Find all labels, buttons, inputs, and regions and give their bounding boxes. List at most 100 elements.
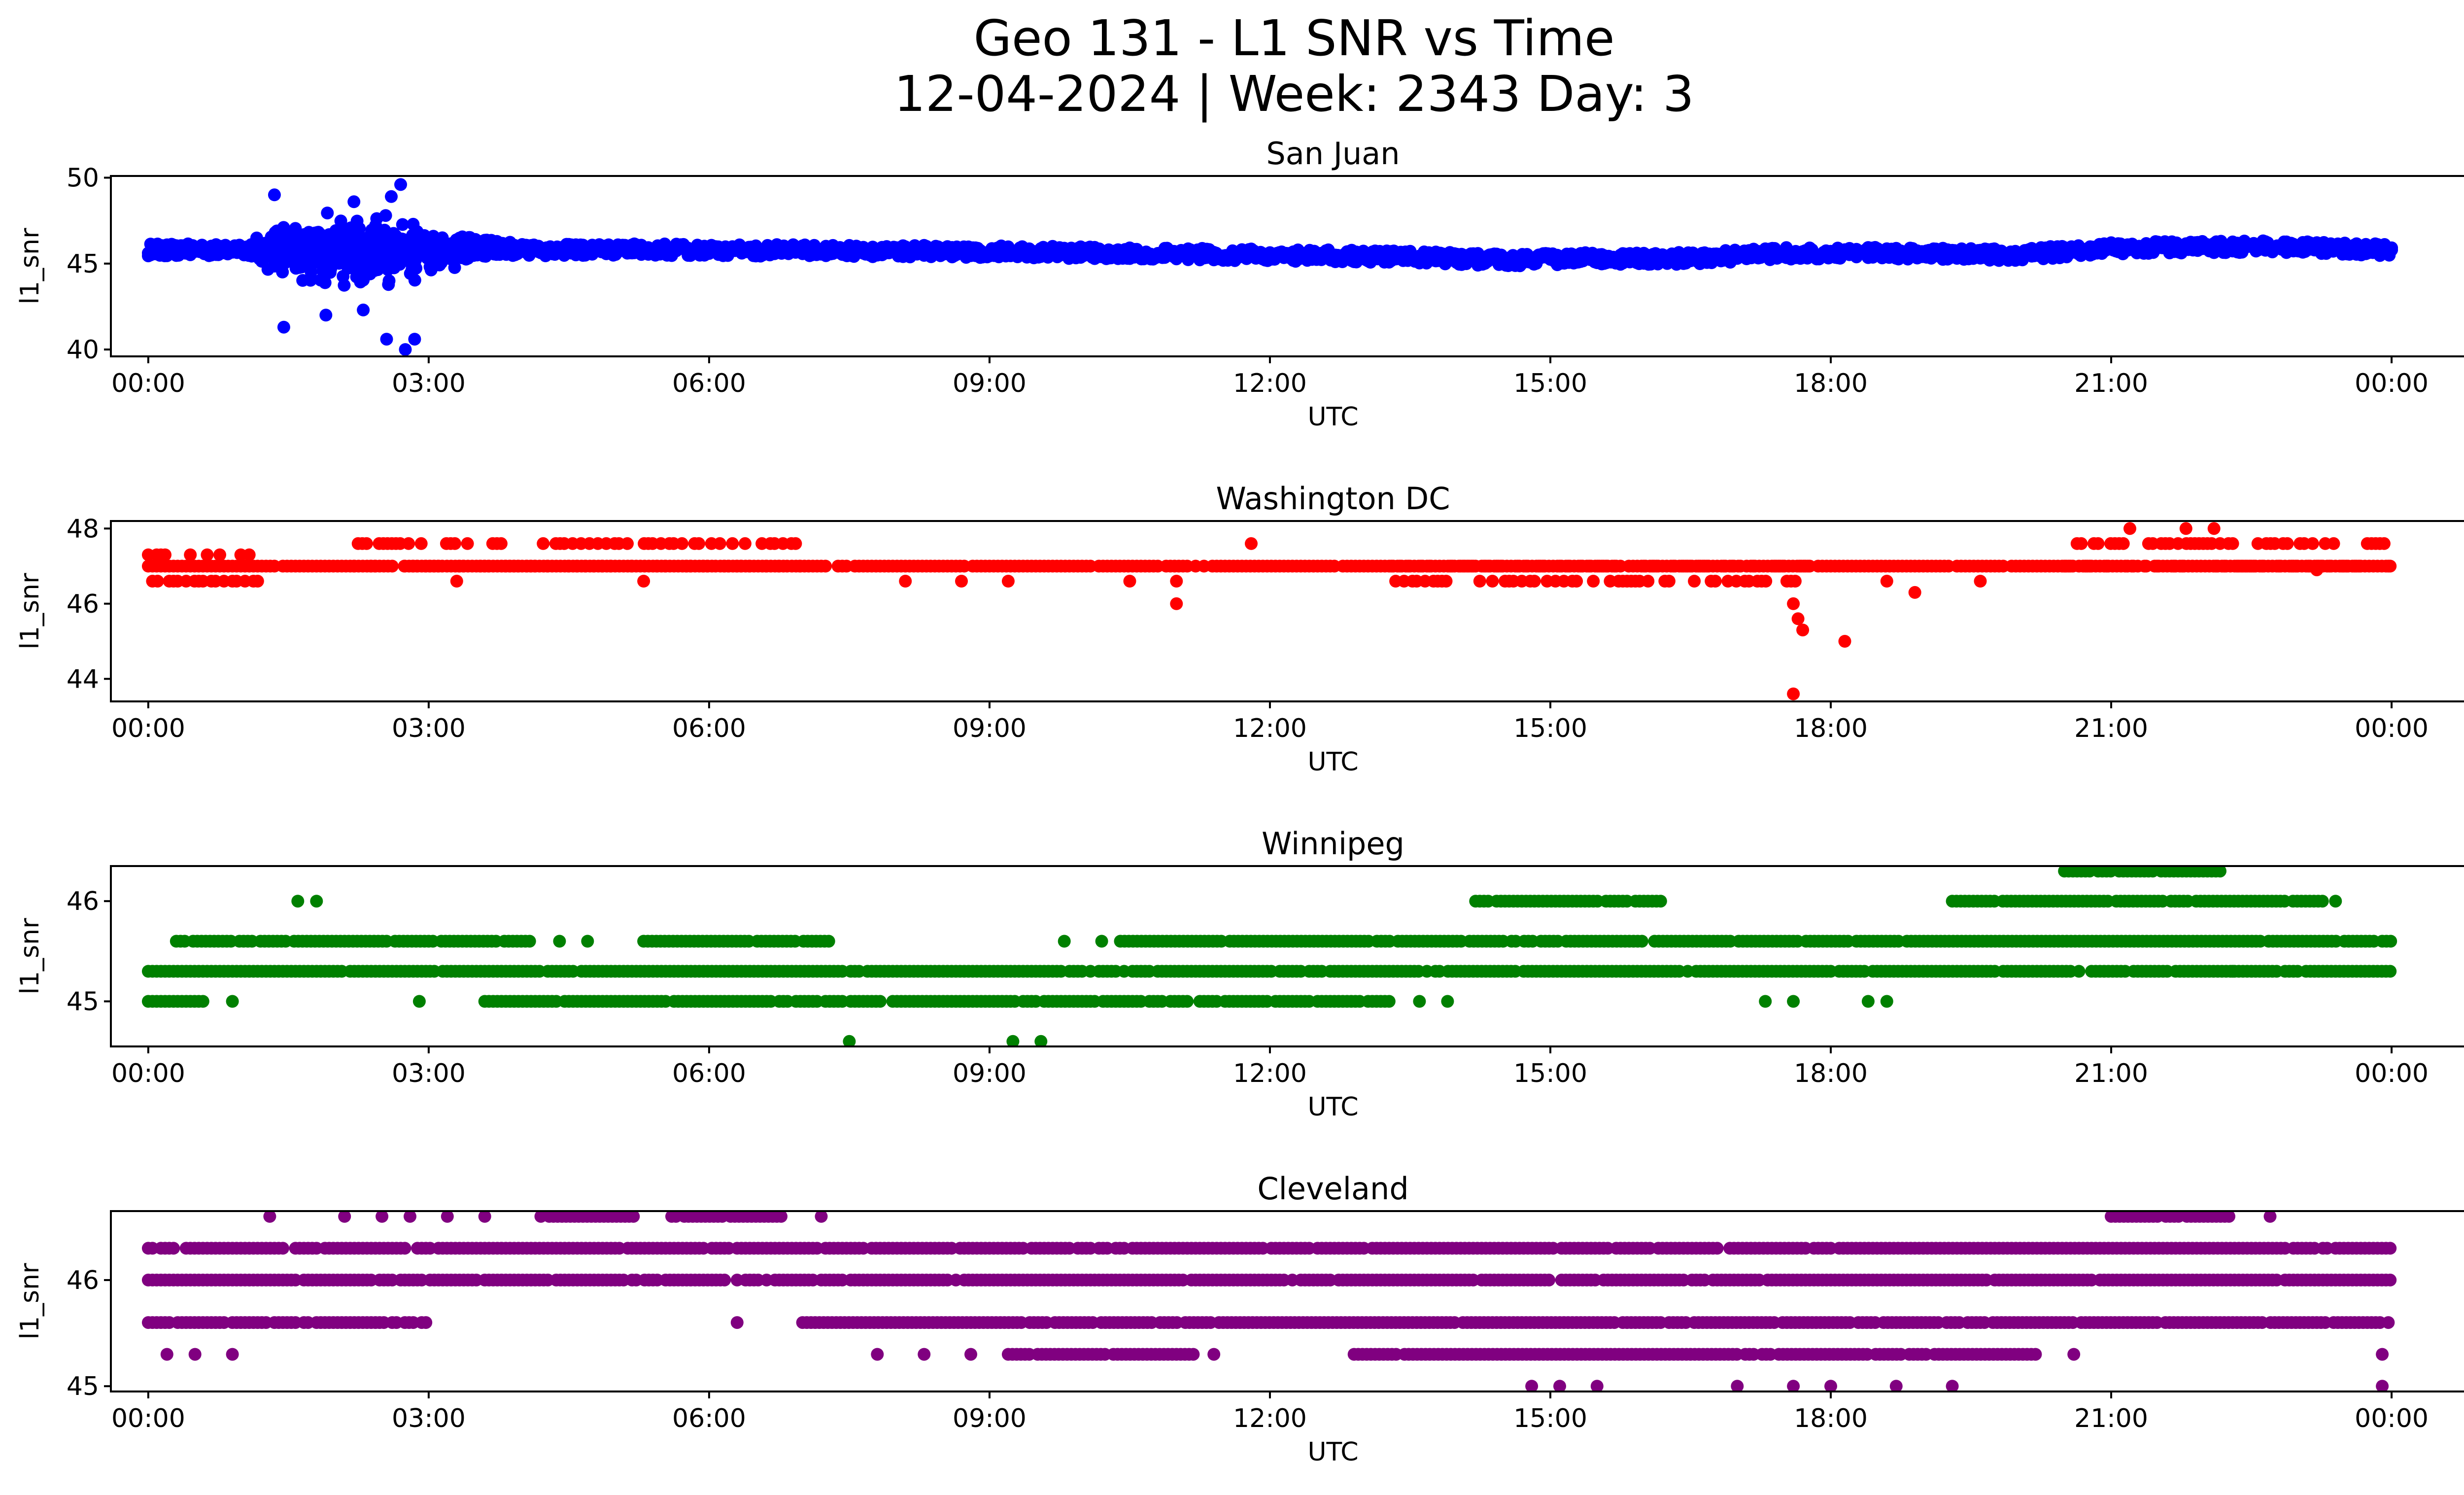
data-point (402, 537, 415, 550)
data-point (2072, 965, 2086, 978)
data-point (1528, 575, 1541, 588)
data-point (1001, 575, 1015, 588)
data-point (738, 537, 752, 550)
data-point (382, 274, 396, 287)
x-tick-label: 15:00 (1513, 369, 1587, 398)
x-tick-label: 00:00 (2355, 369, 2429, 398)
y-tick-label: 44 (67, 664, 99, 694)
data-point (399, 343, 412, 356)
subplot-title: San Juan (1266, 136, 1400, 172)
data-point (1734, 559, 1747, 573)
x-tick-label: 12:00 (1233, 714, 1307, 743)
scatter-series (141, 1211, 2397, 1391)
data-point (360, 537, 373, 550)
data-point (781, 559, 794, 573)
x-tick-label: 06:00 (672, 714, 746, 743)
data-point (457, 559, 470, 573)
axes-frame (110, 520, 2464, 702)
data-point (899, 575, 912, 588)
figure-title-line2: 12-04-2024 | Week: 2343 Day: 3 (894, 65, 1694, 123)
data-point (2226, 537, 2239, 550)
x-tick-label: 00:00 (2355, 1059, 2429, 1088)
data-point (528, 559, 542, 573)
x-tick-label: 18:00 (1794, 1059, 1868, 1088)
data-point (394, 178, 407, 191)
data-point (368, 559, 381, 573)
data-point (1441, 995, 1454, 1008)
data-point (2176, 559, 2189, 573)
data-point (2327, 537, 2340, 550)
data-point (291, 895, 305, 908)
y-tick-label: 40 (67, 335, 99, 365)
data-point (318, 276, 332, 289)
data-point (1654, 895, 1667, 908)
data-point (1570, 575, 1583, 588)
data-point (196, 995, 209, 1008)
data-point (213, 548, 226, 561)
data-point (2179, 522, 2192, 535)
x-tick-label: 15:00 (1513, 1059, 1587, 1088)
data-point (1382, 995, 1396, 1008)
data-point (1413, 995, 1426, 1008)
data-point (2306, 537, 2319, 550)
data-point (1709, 575, 1722, 588)
x-tick-label: 21:00 (2074, 369, 2148, 398)
data-point (408, 333, 421, 346)
data-point (819, 559, 832, 573)
data-point (822, 935, 835, 948)
data-point (436, 559, 449, 573)
data-point (347, 559, 361, 573)
y-axis-label: l1_snr (15, 573, 45, 650)
data-point (2123, 522, 2136, 535)
data-point (1908, 586, 1921, 599)
subplot-panels: San Juan 00:00 03:00 06:00 09:00 12:00 15:00 18… (15, 136, 2464, 1467)
data-point (461, 537, 474, 550)
x-axis-label: UTC (1307, 1092, 1358, 1122)
data-point (379, 209, 392, 222)
data-point (1746, 559, 1760, 573)
data-point (2138, 559, 2151, 573)
data-point (2117, 537, 2130, 550)
data-point (544, 242, 557, 255)
data-point (843, 1035, 856, 1046)
x-tick-label: 21:00 (2074, 1059, 2148, 1088)
data-point (2218, 559, 2231, 573)
y-tick-label: 50 (67, 163, 99, 193)
data-point (553, 935, 566, 948)
x-tick-label: 09:00 (953, 369, 1027, 398)
data-point (2329, 895, 2342, 908)
x-tick-label: 18:00 (1794, 714, 1868, 743)
data-point (396, 218, 409, 231)
data-point (874, 995, 887, 1008)
x-tick-label: 03:00 (392, 1059, 466, 1088)
x-tick-label: 12:00 (1233, 1059, 1307, 1088)
data-point (1791, 612, 1805, 626)
data-point (1796, 624, 1810, 637)
data-point (1861, 995, 1875, 1008)
data-point (1473, 575, 1486, 588)
data-point (450, 575, 463, 588)
data-point (268, 188, 281, 202)
data-point (1880, 995, 1893, 1008)
data-point (2377, 537, 2391, 550)
data-point (625, 559, 638, 573)
data-point (1650, 559, 1663, 573)
data-point (1034, 1035, 1048, 1046)
data-point (684, 559, 697, 573)
data-point (789, 537, 802, 550)
data-point (412, 995, 426, 1008)
y-axis-label: l1_snr (15, 918, 45, 995)
data-point (357, 303, 370, 316)
x-tick-label: 09:00 (953, 714, 1027, 743)
subplot-title: Washington DC (1216, 481, 1450, 517)
data-point (955, 575, 968, 588)
data-point (2384, 965, 2397, 978)
data-point (2384, 935, 2397, 948)
data-point (1562, 559, 1574, 573)
data-point (2323, 559, 2336, 573)
data-point (1787, 995, 1800, 1008)
axes-frame (110, 865, 2464, 1047)
